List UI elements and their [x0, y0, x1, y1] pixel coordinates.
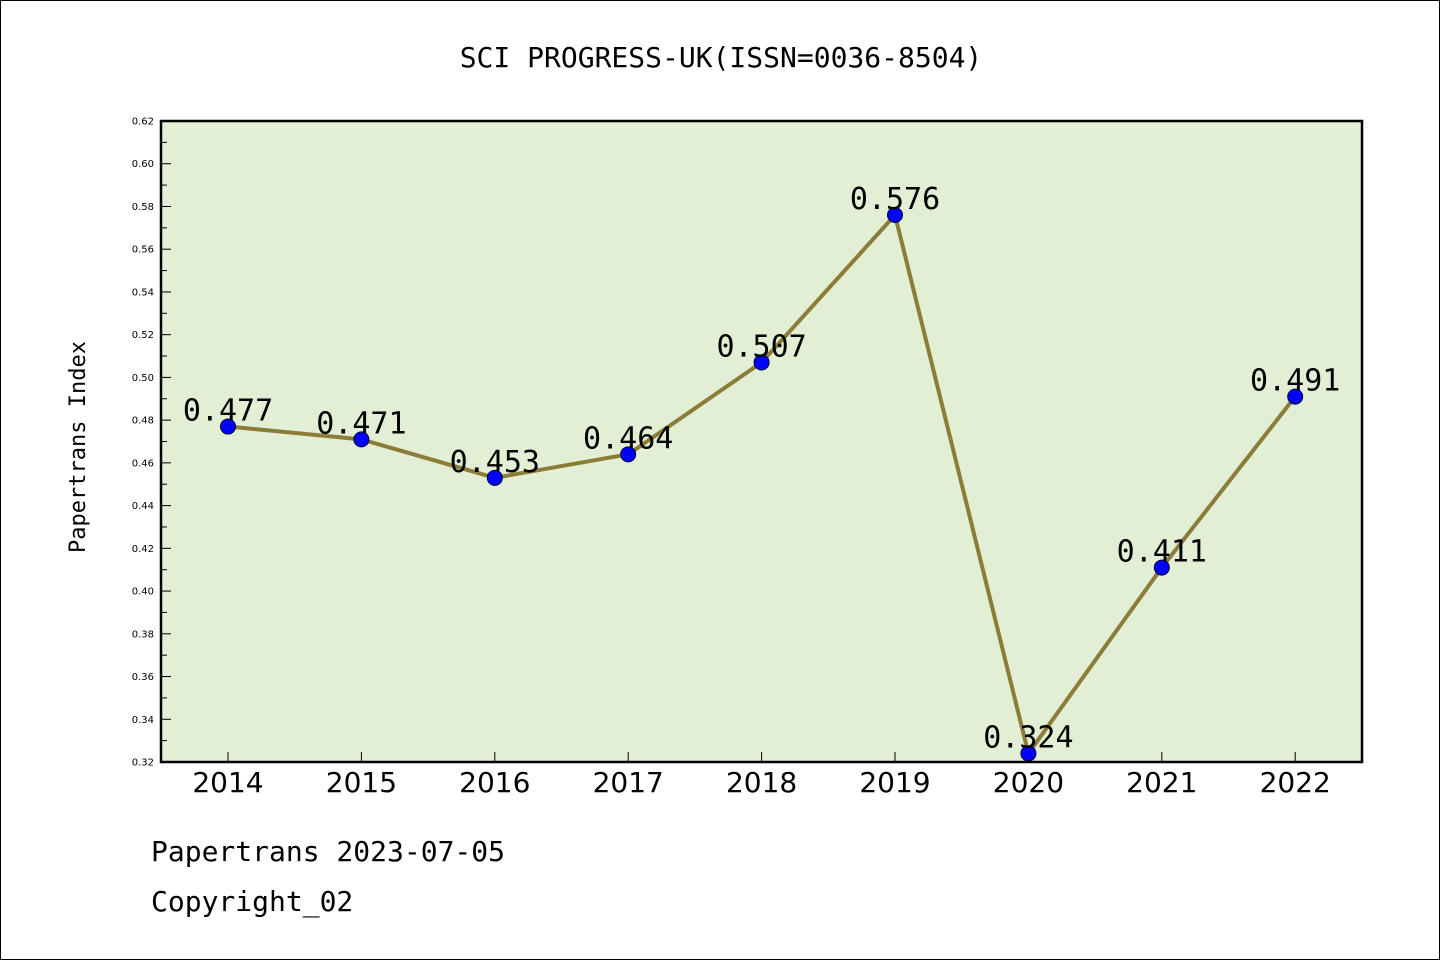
chart-title: SCI PROGRESS-UK(ISSN=0036-8504) [460, 41, 983, 74]
y-tick-label: 0.44 [132, 501, 154, 512]
data-label-2017: 0.464 [583, 421, 673, 456]
data-point-2018 [753, 354, 770, 371]
data-point-2017 [620, 446, 637, 463]
x-tick-label: 2015 [326, 766, 397, 799]
data-point-2019 [887, 207, 903, 224]
data-point-2021 [1153, 559, 1170, 576]
x-tick-label: 2014 [192, 766, 263, 799]
y-tick-label: 0.38 [132, 629, 154, 640]
plot-area [159, 119, 1364, 764]
y-tick-label: 0.34 [132, 715, 154, 726]
y-tick-label: 0.50 [132, 373, 154, 384]
x-tick-label: 2022 [1260, 766, 1331, 799]
y-tick-label: 0.60 [132, 159, 154, 170]
y-tick-label: 0.40 [132, 587, 154, 598]
x-tick-label: 2017 [593, 766, 664, 799]
y-tick-label: 0.56 [132, 245, 154, 256]
data-label-2016: 0.453 [450, 445, 540, 480]
x-tick-label: 2020 [993, 766, 1064, 799]
x-tick-label: 2019 [859, 766, 930, 799]
y-tick-label: 0.52 [132, 330, 154, 341]
data-point-2020 [1020, 745, 1037, 762]
y-tick-label: 0.36 [132, 672, 154, 683]
y-axis-ticks: 0.32 0.34 0.36 0.38 0.40 0.42 0.44 0.46 0.48 0.50… [132, 117, 171, 769]
data-labels: 0.477 0.471 0.453 0.464 0.507 0.576 0.324 0.411… [183, 182, 1341, 755]
data-point-2014 [220, 418, 236, 435]
y-tick-label: 0.32 [132, 758, 154, 769]
footer-date: Papertrans 2023-07-05 [151, 835, 506, 868]
y-tick-label: 0.46 [132, 458, 154, 469]
x-axis-ticks: 2014 2015 2016 2017 2018 2019 2020 2021 2022 [192, 752, 1331, 799]
data-label-2020: 0.324 [983, 720, 1073, 755]
y-tick-label: 0.48 [132, 416, 154, 427]
data-point-2015 [353, 431, 370, 448]
data-label-2021: 0.411 [1117, 535, 1207, 570]
data-label-2018: 0.507 [716, 329, 806, 364]
y-tick-label: 0.54 [132, 287, 154, 298]
data-label-2014: 0.477 [183, 394, 273, 429]
data-point-2016 [486, 469, 503, 486]
data-markers [220, 207, 1304, 762]
y-tick-label: 0.62 [132, 117, 154, 128]
y-axis-label: Papertrans Index [66, 341, 91, 553]
data-label-2022: 0.491 [1250, 364, 1340, 399]
data-label-2015: 0.471 [316, 406, 406, 441]
footer-copyright: Copyright_02 [151, 885, 354, 918]
data-label-2019: 0.576 [850, 182, 940, 217]
x-tick-label: 2018 [726, 766, 797, 799]
x-tick-label: 2021 [1126, 766, 1197, 799]
x-tick-label: 2016 [459, 766, 530, 799]
y-tick-label: 0.42 [132, 544, 154, 555]
y-tick-label: 0.58 [132, 202, 154, 213]
data-point-2022 [1287, 388, 1304, 405]
